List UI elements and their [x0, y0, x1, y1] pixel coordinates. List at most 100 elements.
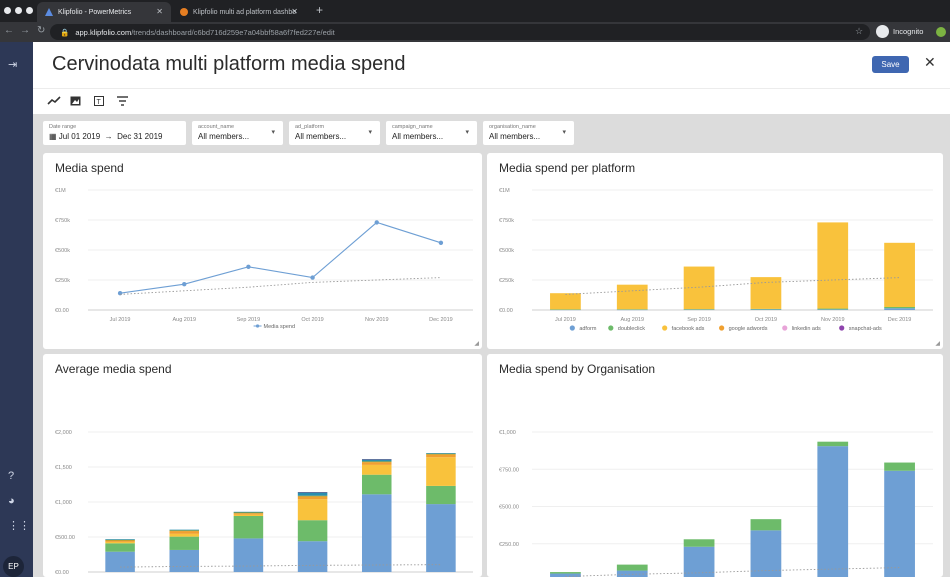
- data-point: [438, 240, 444, 245]
- window-close-dot[interactable]: [4, 7, 11, 14]
- media-spend-line: [120, 221, 442, 294]
- bar-segment: [297, 495, 328, 497]
- arrow-right-icon: →: [102, 132, 115, 141]
- legend-label: adform: [579, 326, 597, 332]
- bar-segment: [426, 504, 456, 572]
- url-field[interactable]: 🔒 app.klipfolio.com/trends/dashboard/c6b…: [50, 24, 870, 40]
- tab-close-icon[interactable]: ✕: [291, 7, 298, 16]
- incognito-icon: [876, 25, 889, 38]
- tab-close-icon[interactable]: ✕: [156, 7, 163, 16]
- bar-segment: [105, 551, 135, 572]
- filter-label: ad_platform: [295, 124, 325, 130]
- account-name-filter[interactable]: account_name All members... ▾: [192, 121, 283, 145]
- extension-icon[interactable]: [936, 27, 946, 37]
- average-media-spend-panel[interactable]: Average media spend €0.00 €500.00 €1,000 €1…: [43, 354, 482, 577]
- back-arrow-icon[interactable]: ←: [4, 25, 14, 36]
- bar-segment: [169, 533, 200, 537]
- forward-arrow-icon[interactable]: →: [20, 25, 30, 36]
- x-tick-label: Aug 2019: [172, 317, 196, 323]
- bar-segment: [233, 513, 264, 515]
- x-tick-label: Aug 2019: [620, 317, 644, 323]
- legend-label: snapchat-ads: [849, 326, 882, 332]
- add-metric-trend-icon[interactable]: [47, 96, 61, 106]
- bar-segment: [884, 242, 915, 307]
- filter-icon[interactable]: [117, 96, 128, 106]
- y-tick-label: €750k: [499, 218, 514, 224]
- bar-segment: [426, 485, 456, 505]
- calendar-icon: ▦: [49, 132, 57, 141]
- legend-label: facebook ads: [672, 326, 705, 332]
- window-maximize-dot[interactable]: [26, 7, 33, 14]
- x-tick-label: Nov 2019: [365, 317, 389, 323]
- resize-handle-icon[interactable]: ◢: [474, 341, 479, 347]
- user-avatar[interactable]: EP: [3, 556, 24, 577]
- browser-tab-dashboard[interactable]: Klipfolio multi ad platform dashbo ✕: [172, 2, 306, 22]
- filter-value: All members...: [198, 132, 250, 141]
- bar-segment: [884, 308, 915, 310]
- legend-label: linkedin ads: [792, 326, 821, 332]
- apps-grid-icon[interactable]: ⋮⋮: [8, 520, 30, 532]
- date-from: Jul 01 2019: [58, 132, 101, 141]
- bar-segment: [361, 461, 392, 463]
- editor-header: Cervinodata multi platform media spend S…: [33, 42, 950, 88]
- ad-platform-filter[interactable]: ad_platform All members... ▾: [289, 121, 380, 145]
- bar-segment: [297, 492, 328, 493]
- lock-icon: 🔒: [60, 27, 70, 37]
- organisation-name-filter[interactable]: organisation_name All members... ▾: [483, 121, 574, 145]
- bar-segment: [233, 514, 264, 516]
- filter-label: campaign_name: [392, 124, 433, 130]
- y-tick-label: €500k: [499, 248, 514, 254]
- help-icon[interactable]: ?: [8, 470, 15, 482]
- reload-icon[interactable]: ↻: [37, 25, 46, 36]
- bar-segment: [616, 564, 648, 571]
- y-tick-label: €1,500: [55, 465, 72, 471]
- y-tick-label: €0.00: [55, 570, 69, 576]
- expand-sidebar-icon[interactable]: ⇥: [8, 59, 18, 71]
- y-tick-label: €750.00: [499, 467, 519, 473]
- legend-label: Media spend: [264, 324, 296, 330]
- bar-segment: [169, 529, 200, 531]
- bar-segment: [297, 520, 328, 542]
- app-sidebar: ⇥ ? ◕ ⋮⋮ EP: [0, 42, 33, 577]
- bar-segment: [169, 531, 200, 534]
- chevron-down-icon: ▾: [465, 129, 469, 136]
- y-tick-label: €750k: [55, 218, 70, 224]
- window-minimize-dot[interactable]: [15, 7, 22, 14]
- x-tick-label: Oct 2019: [755, 317, 777, 323]
- bar-segment: [750, 308, 782, 310]
- editor-toolbar: T: [33, 88, 950, 114]
- bar-segment: [683, 539, 715, 547]
- media-spend-per-platform-panel[interactable]: Media spend per platform €0.00 €250k €500k…: [487, 153, 943, 349]
- resize-handle-icon[interactable]: ◢: [935, 341, 940, 347]
- campaign-name-filter[interactable]: campaign_name All members... ▾: [386, 121, 477, 145]
- bar-segment: [750, 309, 782, 310]
- legend-swatch: [255, 324, 260, 328]
- panel-title: Average media spend: [55, 362, 172, 376]
- y-tick-label: €500.00: [55, 535, 75, 541]
- bar-segment: [683, 546, 715, 577]
- media-spend-by-organisation-panel[interactable]: Media spend by Organisation €0.00€250.00…: [487, 354, 943, 577]
- bar-segment: [683, 309, 715, 310]
- browser-tab-powermetrics[interactable]: Klipfolio - PowerMetrics ✕: [37, 2, 171, 22]
- media-spend-panel[interactable]: Media spend €0.00 €250k €500k €750k €1M Jul 2…: [43, 153, 482, 349]
- trend-line: [120, 564, 441, 568]
- close-icon[interactable]: ✕: [924, 54, 936, 70]
- y-tick-label: €2,000: [55, 430, 72, 436]
- x-tick-label: Jul 2019: [555, 317, 576, 323]
- incognito-badge[interactable]: Incognito: [876, 25, 923, 38]
- bar-segment: [361, 460, 392, 462]
- add-text-icon[interactable]: T: [93, 95, 105, 107]
- media-spend-per-platform-chart: €0.00 €250k €500k €750k €1M Jul 2019 Aug 2019 S…: [499, 188, 933, 332]
- legend-swatch: [569, 325, 575, 331]
- trend-line: [120, 277, 441, 295]
- bar-segment: [884, 307, 915, 309]
- bar-segment: [297, 499, 328, 521]
- palette-icon[interactable]: ◕: [8, 495, 15, 507]
- date-range-filter[interactable]: Date range ▦ Jul 01 2019 → Dec 31 2019: [43, 121, 186, 145]
- bookmark-star-icon[interactable]: ☆: [855, 26, 864, 36]
- save-button[interactable]: Save: [872, 56, 909, 73]
- bar-segment: [817, 308, 849, 310]
- add-image-icon[interactable]: [70, 96, 81, 106]
- x-tick-label: Oct 2019: [301, 317, 323, 323]
- new-tab-plus-icon[interactable]: +: [316, 3, 324, 17]
